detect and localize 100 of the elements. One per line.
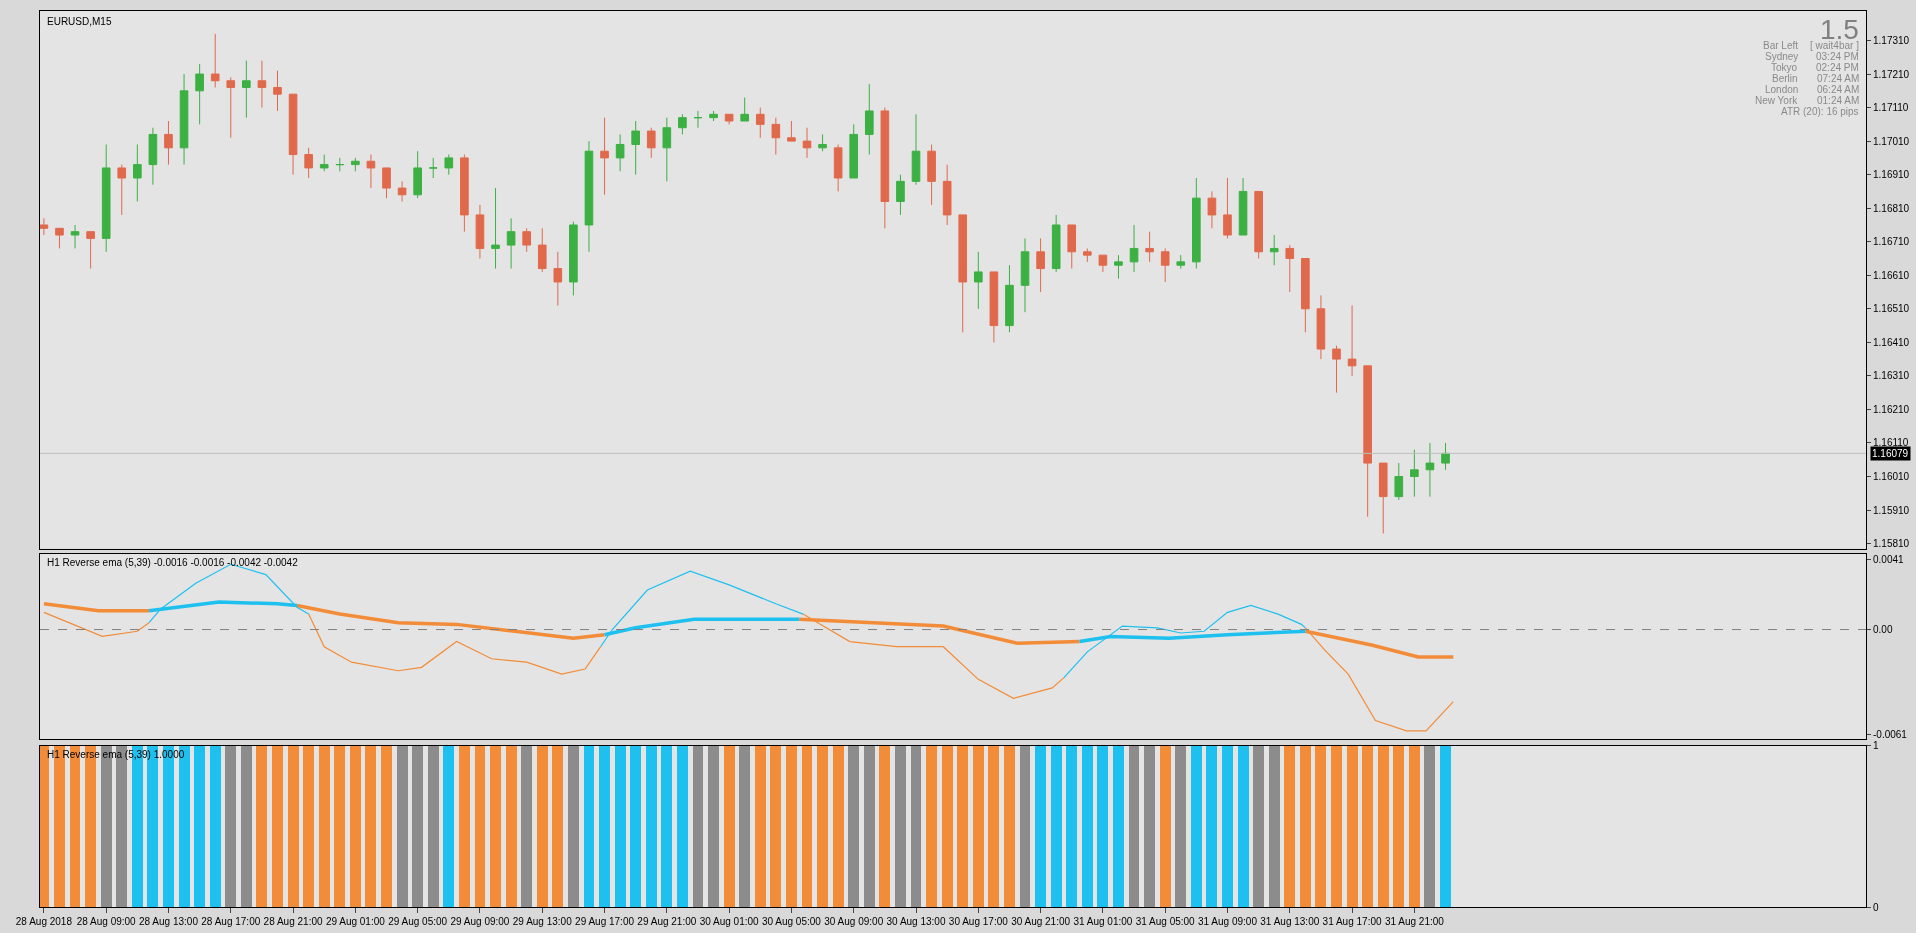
candlestick [1347, 304, 1357, 377]
candlestick [226, 76, 236, 139]
text: EURUSD,M15 [47, 16, 112, 27]
x-tick-label: 29 Aug 05:00 [388, 916, 448, 927]
x-tick-label: 28 Aug 09:00 [76, 916, 137, 927]
candlestick [1114, 254, 1123, 280]
y-tick-label: -0.0061 [1873, 728, 1908, 740]
candlestick [896, 174, 905, 216]
candlestick [179, 73, 189, 166]
y-tick-label: 1 [1873, 740, 1879, 752]
candlestick [958, 214, 968, 333]
candlestick [351, 157, 360, 172]
candlestick [257, 60, 267, 109]
candlestick [693, 110, 703, 129]
annotation: 06:24 AM [1817, 84, 1860, 95]
candlestick [1207, 190, 1217, 229]
candlestick [1316, 294, 1326, 360]
y-tick-label: 1.17310 [1873, 35, 1910, 47]
annotation: Tokyo [1771, 62, 1798, 73]
candlestick [1394, 462, 1404, 501]
candlestick [584, 140, 594, 253]
candlestick [1410, 449, 1419, 498]
chart-title: H1 Reverse ema (5,39) -0.0016 -0.0016 -0.0042 -0.0042 [47, 557, 299, 568]
candlestick [460, 154, 469, 233]
candlestick [210, 33, 220, 88]
candlestick [1051, 214, 1061, 273]
candlestick [1145, 231, 1154, 263]
candlestick [849, 123, 859, 179]
candlestick [615, 133, 625, 172]
candlestick [537, 227, 547, 273]
annotation: Berlin [1772, 73, 1798, 84]
x-tick-label: 29 Aug 21:00 [637, 916, 697, 927]
ref-line-label: 1.16079 [1872, 448, 1909, 459]
annotation: Sydney [1765, 51, 1799, 62]
candlestick [1441, 442, 1450, 471]
candlestick [1005, 264, 1014, 333]
candlestick [1363, 365, 1372, 518]
y-tick-label: 1.16510 [1873, 303, 1910, 315]
y-tick-label: 1.17010 [1873, 135, 1910, 147]
annotation: ATR (20): 16 pips [1781, 106, 1859, 117]
annotation: 02:24 PM [1816, 62, 1859, 73]
x-tick-label: 31 Aug 21:00 [1384, 916, 1445, 927]
candlestick [1254, 190, 1263, 259]
x-tick-label: 28 Aug 17:00 [201, 916, 261, 927]
candlestick [1332, 345, 1341, 394]
x-tick-label: 31 Aug 05:00 [1135, 916, 1196, 927]
candlestick [101, 143, 111, 253]
y-tick-label: 1.16810 [1873, 202, 1910, 214]
y-tick-label: 1.16410 [1873, 336, 1910, 348]
candlestick [553, 251, 563, 306]
candlestick [428, 157, 438, 179]
annotation: London [1765, 84, 1799, 95]
y-tick-label: 1.16710 [1873, 236, 1910, 248]
candlestick [989, 271, 999, 343]
candlestick [880, 107, 890, 229]
y-tick-label: 1.15910 [1873, 504, 1910, 516]
candlestick [1269, 234, 1279, 266]
y-tick-label: 1.16110 [1873, 437, 1909, 449]
candlestick [1285, 244, 1295, 293]
x-tick-label: 30 Aug 17:00 [948, 916, 1009, 927]
x-tick-label: 30 Aug 01:00 [699, 916, 760, 927]
candlestick [1083, 247, 1092, 263]
y-tick-label: 1.16010 [1873, 471, 1910, 482]
x-tick-label: 29 Aug 13:00 [512, 916, 573, 927]
candlestick [366, 154, 376, 189]
candlestick [475, 204, 485, 259]
y-tick-label: 0 [1873, 901, 1879, 913]
y-tick-label: 1.16610 [1873, 269, 1910, 281]
candlestick [942, 164, 952, 226]
x-tick-label: 31 Aug 17:00 [1322, 916, 1382, 927]
candlestick [319, 154, 329, 172]
candlestick [662, 117, 672, 182]
y-tick-label: 1.15810 [1873, 538, 1910, 550]
candlestick [927, 143, 936, 206]
candlestick [709, 110, 718, 122]
candlestick [242, 60, 251, 119]
candlestick [740, 97, 750, 122]
candlestick [911, 113, 921, 186]
y-tick-label: 1.17210 [1873, 68, 1910, 80]
candlestick [148, 127, 158, 186]
candlestick [1223, 177, 1232, 239]
candlestick [1067, 224, 1077, 270]
candlestick [55, 227, 64, 249]
candlestick [864, 83, 874, 156]
x-tick-label: 29 Aug 09:00 [450, 916, 510, 927]
candlestick [1160, 247, 1170, 283]
annotation: Bar Left [1763, 40, 1799, 51]
candlestick [1036, 237, 1045, 293]
candlestick [195, 63, 204, 125]
candlestick [1238, 177, 1248, 236]
annotation: [ wait4bar ] [1810, 40, 1860, 51]
candlestick [678, 113, 687, 135]
y-tick-label: 0.00 [1873, 624, 1893, 636]
candlestick [787, 120, 796, 142]
x-tick-label: 29 Aug 01:00 [325, 916, 386, 927]
candlestick [288, 93, 298, 176]
candlestick [569, 221, 578, 296]
candlestick [631, 120, 640, 176]
y-tick-label: 0.0041 [1873, 553, 1905, 565]
candlestick [1192, 177, 1201, 270]
